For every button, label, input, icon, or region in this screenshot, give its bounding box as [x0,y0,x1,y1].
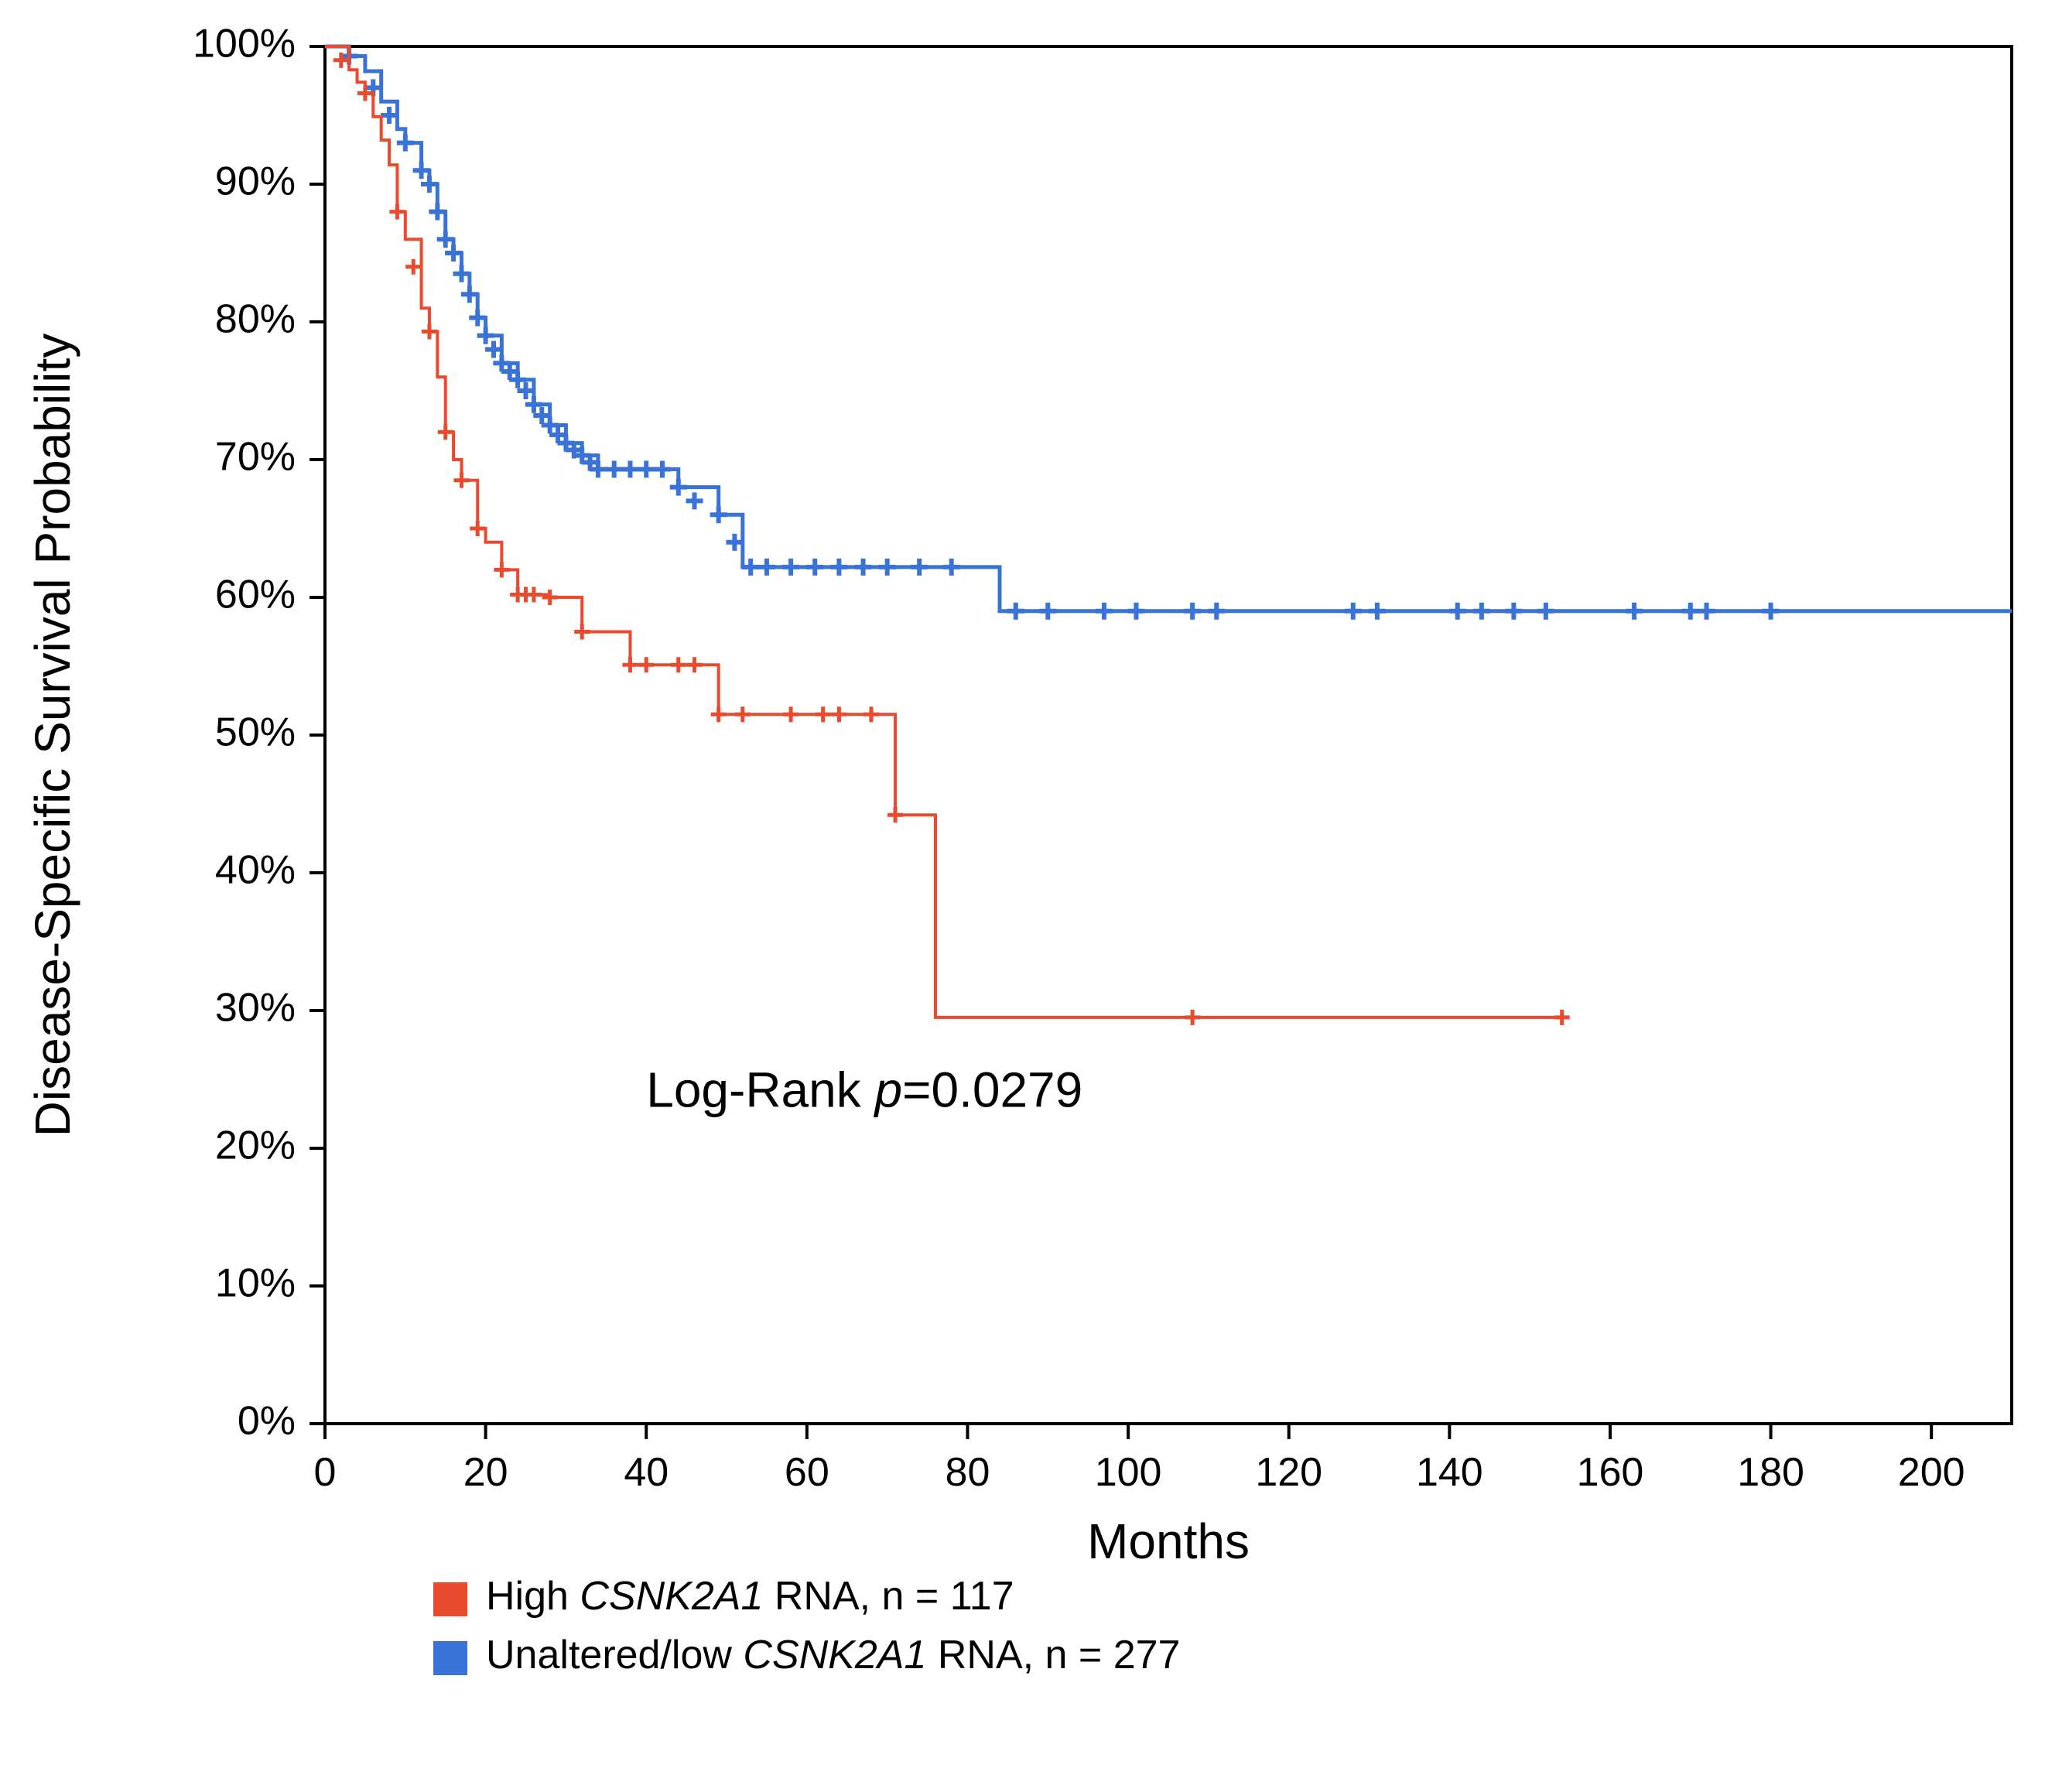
y-tick-label: 10% [215,1261,296,1306]
censor-marks-low [340,47,1779,619]
x-tick-label: 200 [1898,1450,1965,1495]
chart-svg: 0% 10% 20% 30% 40% 50% 60% 70% 80% 90% 100% 0 20 40 60… [0,0,2045,1792]
y-tick-label: 90% [215,159,296,204]
legend-label: High CSNK2A1 RNA, n = 117 [486,1574,1014,1619]
y-tick-label: 20% [215,1123,296,1168]
x-tick-label: 160 [1577,1450,1644,1495]
x-tick-label: 180 [1737,1450,1804,1495]
x-tick-label: 0 [314,1450,337,1495]
plot-border [325,46,2012,1424]
x-tick-label: 40 [624,1450,669,1495]
x-axis-label: Months [1087,1513,1250,1569]
survival-curve-high [325,46,1562,1017]
y-tick-label: 70% [215,435,296,480]
logrank-annotation: Log-Rank p=0.0279 [646,1062,1082,1118]
x-tick-label: 60 [785,1450,829,1495]
legend-swatch [433,1582,467,1616]
x-tick-label: 20 [463,1450,508,1495]
legend-label: Unaltered/low CSNK2A1 RNA, n = 277 [486,1633,1180,1677]
y-tick-label: 60% [215,573,296,617]
y-tick-label: 30% [215,986,296,1031]
y-tick-label: 50% [215,710,296,755]
x-tick-label: 120 [1255,1450,1322,1495]
y-tick-label: 80% [215,297,296,342]
legend-swatch [433,1641,467,1675]
x-tick-label: 100 [1095,1450,1162,1495]
survival-curve-low [325,46,2012,611]
y-tick-label: 100% [193,22,296,67]
x-tick-label: 80 [946,1450,990,1495]
censor-marks-high [333,53,1570,1025]
x-tick-label: 140 [1416,1450,1483,1495]
km-survival-chart: 0% 10% 20% 30% 40% 50% 60% 70% 80% 90% 100% 0 20 40 60… [0,0,2045,1792]
y-tick-label: 0% [238,1399,296,1444]
y-axis-label: Disease-Specific Survival Probability [25,333,80,1137]
y-tick-label: 40% [215,848,296,893]
